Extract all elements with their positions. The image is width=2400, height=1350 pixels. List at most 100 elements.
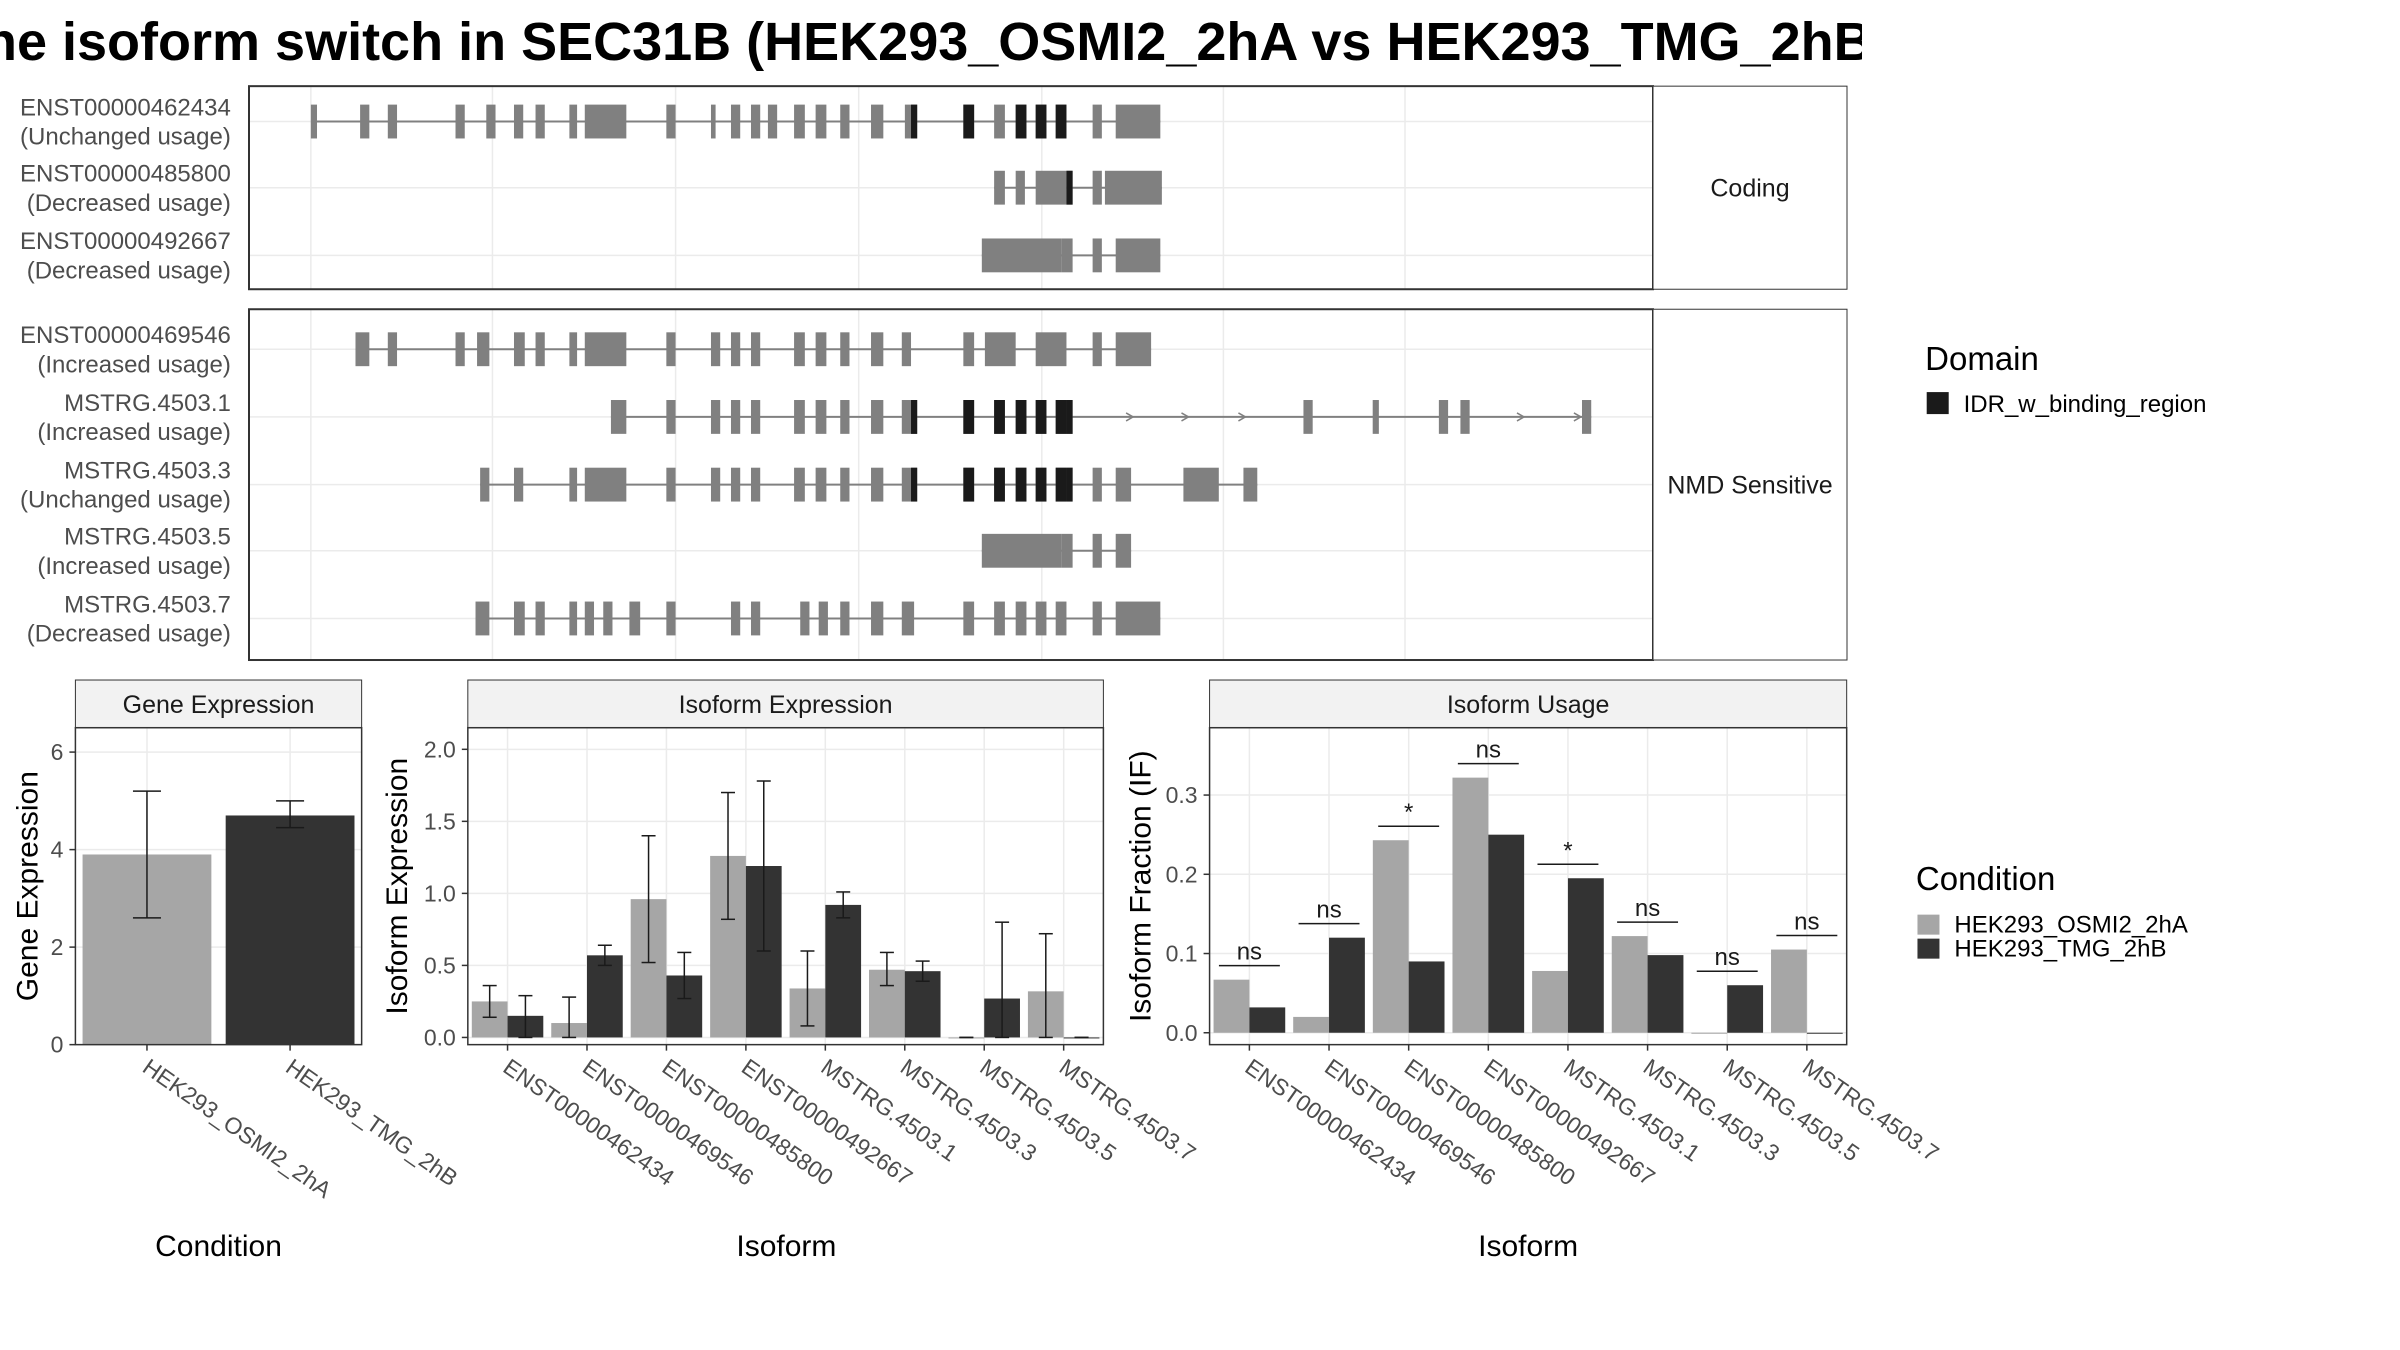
exon-block	[871, 332, 884, 367]
exon-block	[750, 400, 761, 434]
y-tick-label: 0	[51, 1032, 64, 1058]
structure-facet-1: NMD Sensitive	[248, 308, 1848, 662]
exon-block	[569, 601, 578, 636]
domain-block	[1035, 400, 1047, 434]
bar	[1806, 1032, 1843, 1034]
bar	[1293, 1016, 1330, 1033]
exon-block	[710, 104, 716, 139]
y-tick-label: 1.0	[424, 880, 456, 906]
exon-block	[1035, 170, 1067, 205]
exon-block	[1115, 533, 1132, 568]
exon-block	[535, 104, 545, 139]
transcript-label: ENST00000492667	[20, 228, 231, 255]
transcript-status: (Unchanged usage)	[20, 124, 231, 151]
exon-block	[1061, 533, 1073, 568]
exon-block	[750, 467, 761, 502]
exon-block	[963, 601, 975, 636]
domain-block	[911, 467, 918, 502]
domain-block	[1035, 467, 1047, 502]
significance-label: ns	[1715, 944, 1740, 971]
significance-label: ns	[1794, 909, 1819, 936]
y-tick-label: 0.0	[1166, 1020, 1198, 1046]
chart-strip	[467, 679, 1104, 729]
bar	[1488, 834, 1525, 1033]
exon-block	[666, 104, 676, 139]
domain-block	[1035, 104, 1047, 139]
exon-block	[455, 332, 465, 367]
exon-block	[901, 400, 912, 434]
domain-block	[1066, 467, 1073, 502]
facet-strip-label: NMD Sensitive	[1667, 472, 1832, 500]
condition-legend-title: Condition	[1916, 860, 2055, 897]
transcript-status: (Increased usage)	[37, 553, 230, 580]
domain-block	[1066, 170, 1073, 205]
transcript-label: MSTRG.4503.1	[64, 390, 231, 417]
y-tick-label: 0.5	[424, 952, 456, 978]
bar	[1771, 949, 1807, 1033]
domain-block	[1015, 104, 1027, 139]
transcript-ENST00000492667	[981, 238, 1161, 273]
exon-block	[603, 601, 613, 636]
direction-arrow	[1238, 412, 1247, 422]
exon-block	[387, 104, 398, 139]
transcript-ENST00000469546	[355, 332, 1152, 367]
exon-block	[1092, 332, 1102, 367]
transcript-MSTRG.4503.7	[475, 601, 1161, 636]
structure-facet-0: Coding	[248, 85, 1848, 291]
exon-block	[750, 332, 761, 367]
exon-block	[513, 601, 525, 636]
bar	[1213, 979, 1250, 1033]
bar	[1329, 937, 1365, 1033]
exon-block	[535, 601, 545, 636]
exon-block	[794, 400, 805, 434]
exon-block	[475, 601, 490, 636]
exon-block	[584, 467, 627, 502]
exon-block	[1115, 332, 1152, 367]
exon-block	[387, 332, 398, 367]
exon-block	[310, 104, 318, 139]
domain-block	[963, 104, 975, 139]
domain-block	[994, 467, 1005, 502]
bar	[1452, 777, 1489, 1033]
y-tick-label: 0.3	[1166, 782, 1198, 808]
exon-block	[629, 601, 641, 636]
exon-block	[730, 601, 741, 636]
transcript-status: (Unchanged usage)	[20, 487, 231, 514]
exon-block	[794, 104, 805, 139]
exon-block	[710, 400, 721, 434]
domain-block	[963, 400, 975, 434]
x-tick-label: MSTRG.4503.7	[1055, 1053, 1201, 1166]
exon-block	[994, 104, 1005, 139]
direction-arrow	[1516, 412, 1526, 422]
exon-block	[1115, 238, 1161, 273]
y-tick-label: 0.2	[1166, 861, 1198, 887]
exon-block	[1372, 400, 1379, 434]
exon-block	[666, 332, 676, 367]
exon-block	[584, 601, 595, 636]
chart-title: Isoform Usage	[1447, 691, 1610, 719]
y-tick-label: 2	[51, 934, 64, 960]
exon-block	[984, 332, 1016, 367]
significance-label: ns	[1476, 737, 1501, 764]
exon-block	[355, 332, 370, 367]
domain-legend-label: IDR_w_binding_region	[1964, 391, 2207, 418]
exon-block	[800, 601, 810, 636]
exon-block	[840, 104, 850, 139]
domain-block	[1066, 400, 1073, 434]
direction-arrow	[1573, 412, 1583, 422]
significance-label: ns	[1316, 897, 1341, 924]
exon-block	[794, 467, 805, 502]
bar	[904, 971, 941, 1038]
x-tick-label: MSTRG.4503.5	[1718, 1053, 1864, 1166]
exon-block	[815, 104, 827, 139]
domain-block	[1015, 400, 1027, 434]
domain-block	[911, 104, 918, 139]
exon-block	[815, 400, 827, 434]
domain-block	[1055, 467, 1067, 502]
exon-block	[535, 332, 545, 367]
exon-block	[994, 170, 1005, 205]
transcript-label: ENST00000469546	[20, 322, 231, 349]
bar	[225, 815, 355, 1045]
exon-block	[1092, 533, 1102, 568]
